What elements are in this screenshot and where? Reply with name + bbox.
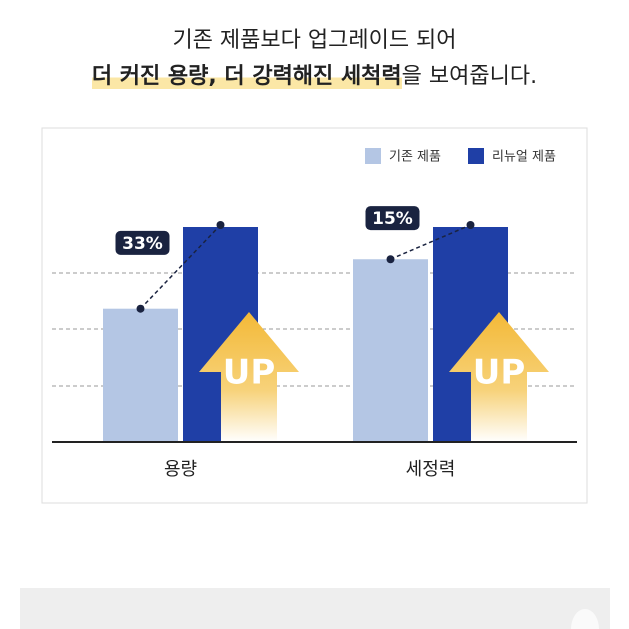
- connector-dot: [216, 221, 225, 229]
- connector-dot: [136, 304, 145, 313]
- percent-badge: [365, 206, 420, 231]
- connector-dot: [466, 221, 475, 229]
- legend-swatch: [365, 148, 381, 164]
- next-panel: [20, 588, 610, 629]
- legend-label: 리뉴얼 제품: [492, 150, 556, 165]
- connector-dot: [386, 255, 395, 264]
- up-arrow: [449, 312, 549, 442]
- header-line: 더 커진 용량, 더 강력해진 세척력을 보여줍니다.: [0, 58, 629, 90]
- product-edge: [571, 609, 599, 629]
- percent-label: 15%: [372, 209, 413, 229]
- connector: [139, 224, 222, 310]
- percent-label: 33%: [122, 234, 163, 254]
- legend-label: 기존 제품: [389, 150, 441, 165]
- bar: [353, 259, 428, 442]
- category-label: 용량: [164, 459, 197, 480]
- up-arrow: [199, 312, 299, 442]
- up-label: UP: [223, 353, 276, 393]
- highlight-text: 더 커진 용량, 더 강력해진 세척력: [91, 64, 402, 89]
- percent-badge: [115, 230, 170, 255]
- header-line: 기존 제품보다 업그레이드 되어: [172, 28, 457, 53]
- bar: [103, 308, 178, 442]
- connector: [390, 224, 471, 260]
- up-label: UP: [473, 353, 526, 393]
- legend-swatch: [468, 148, 484, 164]
- category-label: 세정력: [406, 459, 456, 480]
- header-text: 을 보여줍니다.: [401, 64, 538, 89]
